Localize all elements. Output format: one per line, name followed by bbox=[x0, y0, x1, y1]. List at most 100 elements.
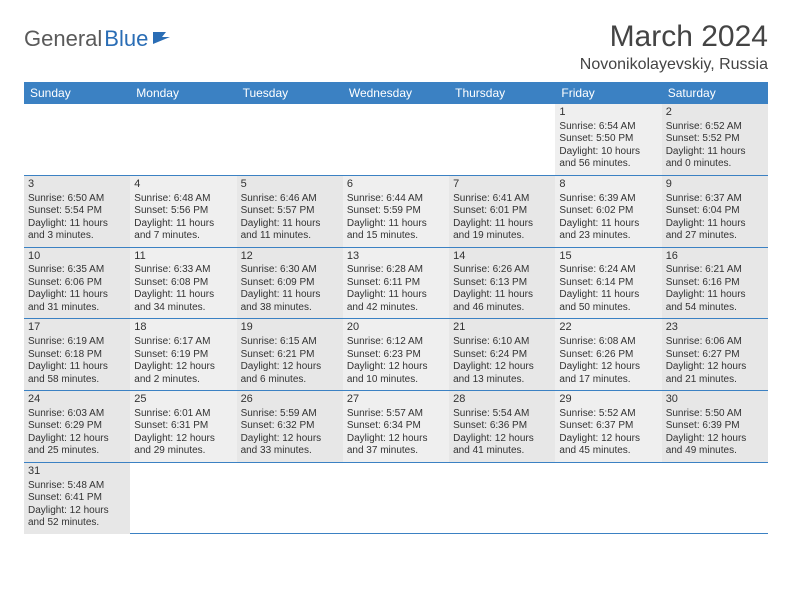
sunrise-text: Sunrise: 6:19 AM bbox=[28, 336, 126, 349]
col-monday: Monday bbox=[130, 82, 236, 104]
sunset-text: Sunset: 5:54 PM bbox=[28, 205, 126, 218]
day-number: 6 bbox=[347, 178, 445, 192]
daylight-text: Daylight: 11 hours and 0 minutes. bbox=[666, 146, 764, 171]
daylight-text: Daylight: 12 hours and 6 minutes. bbox=[241, 361, 339, 386]
sunrise-text: Sunrise: 6:41 AM bbox=[453, 193, 551, 206]
day-number: 24 bbox=[28, 393, 126, 407]
day-number: 19 bbox=[241, 321, 339, 335]
daylight-text: Daylight: 12 hours and 2 minutes. bbox=[134, 361, 232, 386]
daylight-text: Daylight: 11 hours and 15 minutes. bbox=[347, 218, 445, 243]
col-friday: Friday bbox=[555, 82, 661, 104]
daylight-text: Daylight: 12 hours and 49 minutes. bbox=[666, 433, 764, 458]
day-number: 27 bbox=[347, 393, 445, 407]
day-cell bbox=[237, 462, 343, 533]
title-block: March 2024 Novonikolayevskiy, Russia bbox=[580, 20, 768, 74]
sunrise-text: Sunrise: 6:50 AM bbox=[28, 193, 126, 206]
day-header-row: Sunday Monday Tuesday Wednesday Thursday… bbox=[24, 82, 768, 104]
sunrise-text: Sunrise: 6:35 AM bbox=[28, 264, 126, 277]
week-row: 1Sunrise: 6:54 AMSunset: 5:50 PMDaylight… bbox=[24, 104, 768, 175]
sunset-text: Sunset: 6:27 PM bbox=[666, 349, 764, 362]
daylight-text: Daylight: 11 hours and 34 minutes. bbox=[134, 289, 232, 314]
day-cell: 24Sunrise: 6:03 AMSunset: 6:29 PMDayligh… bbox=[24, 391, 130, 463]
day-number: 4 bbox=[134, 178, 232, 192]
sunrise-text: Sunrise: 6:39 AM bbox=[559, 193, 657, 206]
daylight-text: Daylight: 11 hours and 11 minutes. bbox=[241, 218, 339, 243]
sunrise-text: Sunrise: 6:30 AM bbox=[241, 264, 339, 277]
day-number: 17 bbox=[28, 321, 126, 335]
sunset-text: Sunset: 6:26 PM bbox=[559, 349, 657, 362]
day-number: 21 bbox=[453, 321, 551, 335]
sunset-text: Sunset: 5:59 PM bbox=[347, 205, 445, 218]
sunrise-text: Sunrise: 6:01 AM bbox=[134, 408, 232, 421]
day-cell: 20Sunrise: 6:12 AMSunset: 6:23 PMDayligh… bbox=[343, 319, 449, 391]
col-tuesday: Tuesday bbox=[237, 82, 343, 104]
daylight-text: Daylight: 11 hours and 27 minutes. bbox=[666, 218, 764, 243]
sunrise-text: Sunrise: 6:48 AM bbox=[134, 193, 232, 206]
sunset-text: Sunset: 6:11 PM bbox=[347, 277, 445, 290]
day-number: 16 bbox=[666, 250, 764, 264]
daylight-text: Daylight: 12 hours and 21 minutes. bbox=[666, 361, 764, 386]
sunset-text: Sunset: 6:08 PM bbox=[134, 277, 232, 290]
day-cell: 16Sunrise: 6:21 AMSunset: 6:16 PMDayligh… bbox=[662, 247, 768, 319]
sunset-text: Sunset: 6:24 PM bbox=[453, 349, 551, 362]
sunset-text: Sunset: 6:34 PM bbox=[347, 420, 445, 433]
sunset-text: Sunset: 6:06 PM bbox=[28, 277, 126, 290]
sunrise-text: Sunrise: 6:44 AM bbox=[347, 193, 445, 206]
day-cell: 13Sunrise: 6:28 AMSunset: 6:11 PMDayligh… bbox=[343, 247, 449, 319]
sunrise-text: Sunrise: 5:57 AM bbox=[347, 408, 445, 421]
sunset-text: Sunset: 6:23 PM bbox=[347, 349, 445, 362]
col-thursday: Thursday bbox=[449, 82, 555, 104]
daylight-text: Daylight: 12 hours and 10 minutes. bbox=[347, 361, 445, 386]
sunrise-text: Sunrise: 6:37 AM bbox=[666, 193, 764, 206]
day-number: 31 bbox=[28, 465, 126, 479]
day-number: 3 bbox=[28, 178, 126, 192]
sunset-text: Sunset: 6:09 PM bbox=[241, 277, 339, 290]
day-cell: 9Sunrise: 6:37 AMSunset: 6:04 PMDaylight… bbox=[662, 175, 768, 247]
day-cell: 30Sunrise: 5:50 AMSunset: 6:39 PMDayligh… bbox=[662, 391, 768, 463]
sunrise-text: Sunrise: 6:17 AM bbox=[134, 336, 232, 349]
daylight-text: Daylight: 11 hours and 19 minutes. bbox=[453, 218, 551, 243]
sunrise-text: Sunrise: 6:12 AM bbox=[347, 336, 445, 349]
calendar-table: Sunday Monday Tuesday Wednesday Thursday… bbox=[24, 82, 768, 534]
day-cell: 22Sunrise: 6:08 AMSunset: 6:26 PMDayligh… bbox=[555, 319, 661, 391]
daylight-text: Daylight: 12 hours and 41 minutes. bbox=[453, 433, 551, 458]
sunset-text: Sunset: 6:19 PM bbox=[134, 349, 232, 362]
daylight-text: Daylight: 11 hours and 38 minutes. bbox=[241, 289, 339, 314]
daylight-text: Daylight: 10 hours and 56 minutes. bbox=[559, 146, 657, 171]
sunrise-text: Sunrise: 6:33 AM bbox=[134, 264, 232, 277]
sunrise-text: Sunrise: 5:52 AM bbox=[559, 408, 657, 421]
logo: GeneralBlue bbox=[24, 26, 174, 52]
day-cell: 2Sunrise: 6:52 AMSunset: 5:52 PMDaylight… bbox=[662, 104, 768, 175]
sunrise-text: Sunrise: 5:50 AM bbox=[666, 408, 764, 421]
location: Novonikolayevskiy, Russia bbox=[580, 56, 768, 74]
day-cell: 8Sunrise: 6:39 AMSunset: 6:02 PMDaylight… bbox=[555, 175, 661, 247]
day-cell bbox=[130, 104, 236, 175]
day-number: 1 bbox=[559, 106, 657, 120]
sunset-text: Sunset: 6:32 PM bbox=[241, 420, 339, 433]
calendar-body: 1Sunrise: 6:54 AMSunset: 5:50 PMDaylight… bbox=[24, 104, 768, 534]
sunrise-text: Sunrise: 6:24 AM bbox=[559, 264, 657, 277]
sunset-text: Sunset: 5:56 PM bbox=[134, 205, 232, 218]
sunset-text: Sunset: 5:57 PM bbox=[241, 205, 339, 218]
daylight-text: Daylight: 11 hours and 7 minutes. bbox=[134, 218, 232, 243]
day-cell: 19Sunrise: 6:15 AMSunset: 6:21 PMDayligh… bbox=[237, 319, 343, 391]
day-cell: 4Sunrise: 6:48 AMSunset: 5:56 PMDaylight… bbox=[130, 175, 236, 247]
sunrise-text: Sunrise: 5:48 AM bbox=[28, 480, 126, 493]
day-cell bbox=[449, 104, 555, 175]
day-number: 7 bbox=[453, 178, 551, 192]
day-cell: 18Sunrise: 6:17 AMSunset: 6:19 PMDayligh… bbox=[130, 319, 236, 391]
day-cell: 27Sunrise: 5:57 AMSunset: 6:34 PMDayligh… bbox=[343, 391, 449, 463]
day-cell: 25Sunrise: 6:01 AMSunset: 6:31 PMDayligh… bbox=[130, 391, 236, 463]
day-cell: 6Sunrise: 6:44 AMSunset: 5:59 PMDaylight… bbox=[343, 175, 449, 247]
day-cell bbox=[662, 462, 768, 533]
day-cell: 31Sunrise: 5:48 AMSunset: 6:41 PMDayligh… bbox=[24, 462, 130, 533]
day-cell bbox=[24, 104, 130, 175]
sunrise-text: Sunrise: 6:06 AM bbox=[666, 336, 764, 349]
logo-text-2: Blue bbox=[104, 26, 148, 52]
daylight-text: Daylight: 11 hours and 3 minutes. bbox=[28, 218, 126, 243]
daylight-text: Daylight: 11 hours and 23 minutes. bbox=[559, 218, 657, 243]
day-number: 2 bbox=[666, 106, 764, 120]
sunset-text: Sunset: 6:41 PM bbox=[28, 492, 126, 505]
sunrise-text: Sunrise: 6:46 AM bbox=[241, 193, 339, 206]
daylight-text: Daylight: 11 hours and 42 minutes. bbox=[347, 289, 445, 314]
